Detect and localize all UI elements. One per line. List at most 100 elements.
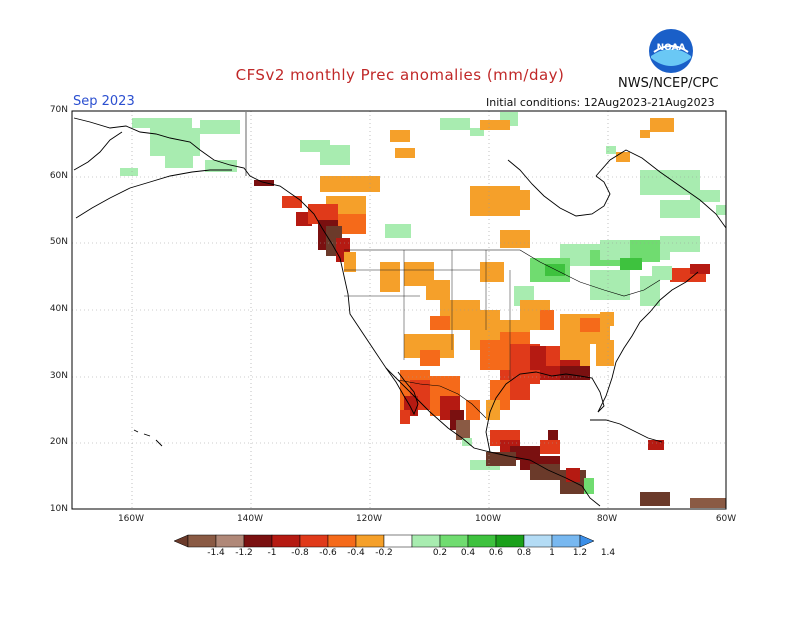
initial-conditions: Initial conditions: 12Aug2023-21Aug2023 [486, 96, 715, 109]
lon-label: 140W [236, 514, 264, 524]
baja-california [385, 367, 419, 416]
lat-label: 60N [49, 171, 68, 181]
anomaly-cell [566, 468, 580, 482]
anomaly-cell [546, 346, 560, 366]
anomaly-cell [486, 452, 516, 466]
anomaly-cell [470, 460, 500, 470]
aleutian-arc [75, 169, 232, 219]
agency-label: NWS/NCEP/CPC [618, 76, 719, 91]
anomaly-cell [630, 240, 660, 262]
colorbar-swatch [355, 534, 385, 548]
alaska-west [73, 131, 123, 171]
anomaly-cell [165, 150, 193, 168]
anomaly-cell [596, 340, 614, 366]
lat-label: 70N [49, 105, 68, 115]
lon-label: 120W [355, 514, 383, 524]
anomaly-cell [480, 120, 510, 130]
colorbar-label: -1.4 [207, 548, 225, 558]
anomaly-cell [390, 130, 410, 142]
anomaly-cells [120, 112, 726, 508]
coastlines [73, 117, 727, 507]
colorbar-label: -0.2 [375, 548, 393, 558]
colorbar-label: 0.2 [432, 548, 448, 558]
logo-lettering: NOAA [657, 43, 686, 53]
hawaii [133, 429, 163, 447]
colorbar-swatch [467, 534, 497, 548]
colorbar-swatch [551, 534, 581, 548]
colorbar-arrow-right [579, 534, 595, 548]
colorbar-swatch [327, 534, 357, 548]
map-title: CFSv2 monthly Prec anomalies (mm/day) [235, 66, 565, 84]
anomaly-cell [540, 310, 554, 330]
colorbar-arrow-left [174, 534, 189, 548]
anomaly-cell [426, 280, 450, 300]
anomaly-cell [480, 262, 504, 282]
anomaly-cell [120, 168, 138, 176]
anomaly-cell [344, 252, 356, 272]
colorbar-swatch [187, 534, 217, 548]
anomaly-cell [400, 410, 410, 424]
colorbar-swatch [299, 534, 329, 548]
anomaly-cell [616, 152, 630, 162]
anomaly-cell [440, 118, 470, 130]
anomaly-cell [486, 400, 500, 420]
forecast-month: Sep 2023 [73, 94, 135, 109]
lat-label: 10N [49, 504, 68, 514]
colorbar-label: 1.4 [600, 548, 616, 558]
anomaly-cell [650, 118, 674, 132]
anomaly-cell [530, 464, 560, 480]
lon-label: 60W [715, 514, 737, 524]
great-lakes-border [519, 249, 661, 297]
anomaly-cell [580, 318, 600, 332]
anomaly-cell [548, 430, 558, 440]
anomaly-cell [385, 224, 411, 238]
us-mexico-border [397, 379, 487, 419]
labrador-coast [595, 149, 727, 229]
anomaly-cell [606, 146, 616, 154]
colorbar-label: -1 [267, 548, 277, 558]
colorbar-swatch [411, 534, 441, 548]
colorbar-label: -1.2 [235, 548, 253, 558]
colorbar-swatch [523, 534, 553, 548]
lat-label: 40N [49, 304, 68, 314]
anomaly-cell [380, 262, 400, 292]
colorbar-swatch [439, 534, 469, 548]
colorbar-label: -0.8 [291, 548, 309, 558]
colorbar-swatch [243, 534, 273, 548]
colorbar [174, 534, 595, 548]
lon-label: 80W [596, 514, 618, 524]
colorbar-label: -0.4 [347, 548, 365, 558]
lat-label: 50N [49, 237, 68, 247]
map-frame [71, 110, 727, 510]
anomaly-cell [620, 258, 642, 270]
colorbar-swatch [215, 534, 245, 548]
colorbar-label: 0.4 [460, 548, 476, 558]
anomaly-cell [336, 214, 366, 234]
state-borders [344, 250, 511, 380]
anomaly-cell [690, 264, 710, 274]
anomaly-cell [716, 205, 726, 215]
anomaly-cell [590, 270, 630, 300]
anomaly-cell [690, 498, 726, 508]
anomaly-cell [205, 160, 237, 172]
colorbar-swatch [495, 534, 525, 548]
anomaly-cell [254, 180, 274, 186]
anomaly-cell [660, 236, 700, 252]
anomaly-cell [640, 276, 660, 306]
graticule [72, 111, 726, 509]
pacific-coast [73, 117, 601, 507]
anomaly-cell [308, 204, 338, 224]
colorbar-label: 0.8 [516, 548, 532, 558]
anomaly-cell [320, 145, 350, 165]
lat-label: 20N [49, 437, 68, 447]
anomaly-cell [540, 440, 560, 454]
anomaly-cell [470, 128, 484, 136]
anomaly-cell [500, 230, 530, 248]
colorbar-label: 0.6 [488, 548, 504, 558]
colorbar-label: 1 [549, 548, 555, 558]
anomaly-cell [456, 420, 470, 440]
anomaly-cell [200, 120, 240, 134]
anomaly-cell [320, 176, 380, 192]
lat-label: 30N [49, 371, 68, 381]
anomaly-cell [690, 190, 720, 202]
